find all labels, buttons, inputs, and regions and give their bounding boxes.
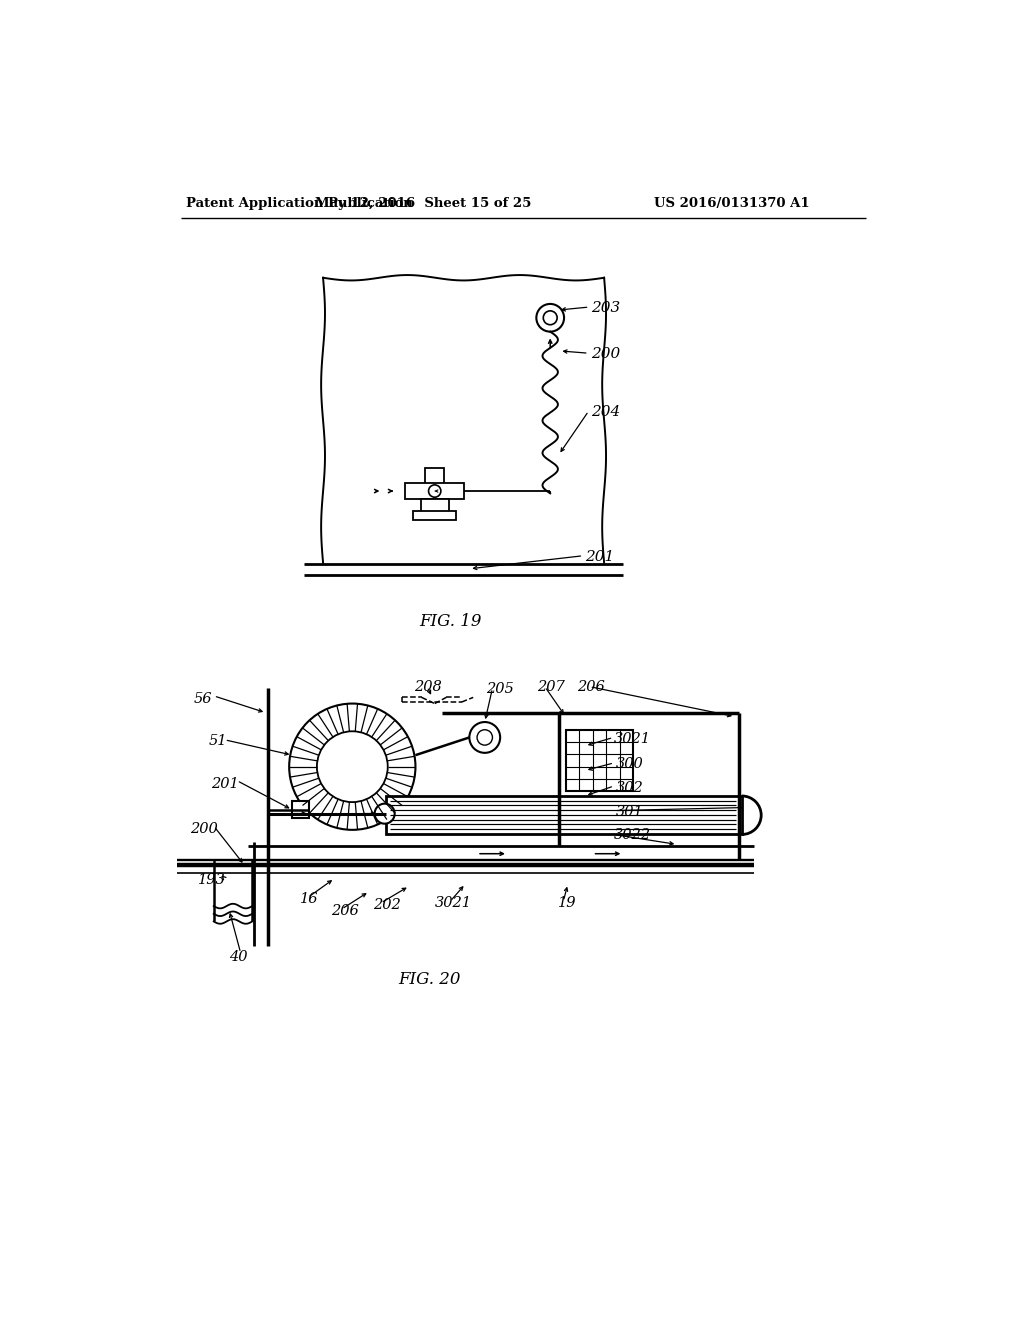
Text: 3021: 3021 (614, 733, 651, 746)
Text: 206: 206 (578, 681, 605, 694)
Text: FIG. 20: FIG. 20 (398, 970, 461, 987)
Text: 16: 16 (300, 892, 318, 907)
Text: 301: 301 (615, 805, 643, 820)
Text: 3021: 3021 (435, 896, 472, 909)
Text: 193: 193 (198, 873, 225, 887)
Text: Patent Application Publication: Patent Application Publication (186, 197, 413, 210)
Text: 207: 207 (538, 681, 565, 694)
Text: 302: 302 (615, 780, 643, 795)
Text: 201: 201 (585, 549, 614, 564)
Text: US 2016/0131370 A1: US 2016/0131370 A1 (654, 197, 810, 210)
Text: 56: 56 (194, 692, 212, 706)
Text: 202: 202 (373, 898, 400, 912)
Text: 203: 203 (591, 301, 621, 315)
Text: 205: 205 (486, 682, 514, 696)
Text: May 12, 2016  Sheet 15 of 25: May 12, 2016 Sheet 15 of 25 (315, 197, 531, 210)
Text: FIG. 19: FIG. 19 (419, 612, 481, 630)
Text: 19: 19 (558, 896, 577, 909)
Text: 208: 208 (414, 681, 441, 694)
Bar (292, 801, 309, 818)
Text: 40: 40 (229, 950, 248, 964)
Bar (425, 469, 444, 484)
Bar (421, 499, 449, 512)
Text: 200: 200 (591, 347, 621, 362)
Text: 200: 200 (189, 822, 217, 836)
Circle shape (429, 484, 441, 498)
Circle shape (375, 804, 394, 824)
Text: 204: 204 (591, 405, 621, 418)
Bar (386, 796, 742, 834)
Text: 206: 206 (331, 904, 358, 917)
Text: 3022: 3022 (614, 829, 651, 842)
Text: 201: 201 (211, 776, 239, 791)
Bar (565, 730, 634, 792)
Text: 300: 300 (615, 758, 643, 771)
Text: 51: 51 (209, 734, 227, 748)
Bar (413, 511, 457, 520)
Bar (406, 483, 464, 499)
